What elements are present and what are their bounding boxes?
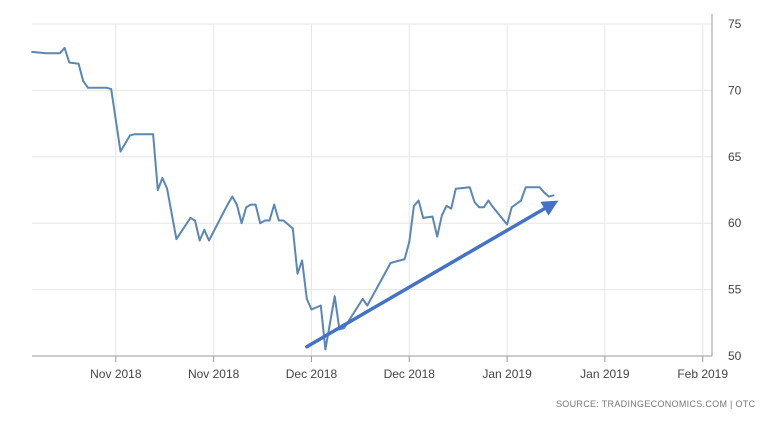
data-point <box>45 52 47 55</box>
data-point <box>63 47 66 49</box>
data-point <box>543 191 546 194</box>
data-point <box>324 348 327 351</box>
data-point <box>296 272 299 275</box>
data-point <box>277 219 280 222</box>
trend-arrow-line <box>305 206 547 349</box>
data-point <box>473 201 476 203</box>
data-point <box>408 240 411 243</box>
y-tick-label: 65 <box>728 150 742 164</box>
data-point <box>319 304 322 307</box>
data-point <box>440 214 443 217</box>
data-point <box>259 222 262 225</box>
data-point <box>194 219 196 222</box>
source-note: SOURCE: TRADINGECONOMICS.COM | OTC <box>556 399 756 409</box>
data-point <box>482 206 485 209</box>
y-tick-label: 55 <box>728 283 742 297</box>
data-point <box>110 88 113 90</box>
data-point <box>548 195 550 198</box>
annotation-layer <box>305 200 559 349</box>
data-point <box>240 222 243 225</box>
x-tick-label: Dec 2018 <box>286 367 338 381</box>
x-tick-label: Nov 2018 <box>188 367 240 381</box>
data-point <box>59 52 61 55</box>
data-point <box>454 187 457 190</box>
data-point <box>282 219 285 222</box>
data-point <box>133 133 136 136</box>
data-point <box>403 258 406 260</box>
x-tick-label: Dec 2018 <box>384 367 436 381</box>
data-point <box>417 199 420 202</box>
axes <box>32 14 713 362</box>
y-tick-label: 75 <box>728 17 742 31</box>
x-tick-label: Jan 2019 <box>482 367 532 381</box>
data-point <box>343 327 345 330</box>
data-point <box>268 219 271 222</box>
trend-arrow-head <box>540 200 559 216</box>
data-point <box>250 203 252 206</box>
x-tick-label: Feb 2019 <box>677 367 728 381</box>
y-tick-label: 60 <box>728 216 742 230</box>
data-point <box>305 297 308 300</box>
data-point <box>538 186 541 189</box>
y-tick-label: 50 <box>728 349 742 363</box>
data-point <box>450 207 453 210</box>
data-point <box>189 216 192 219</box>
data-point <box>506 223 508 226</box>
data-point <box>301 259 304 262</box>
data-point <box>203 228 206 231</box>
data-point <box>119 150 122 153</box>
y-tick-label: 70 <box>728 83 742 97</box>
data-point <box>86 86 89 89</box>
data-point <box>413 205 415 207</box>
series-line <box>31 46 554 351</box>
data-point <box>487 199 490 202</box>
data-point <box>152 133 154 136</box>
data-point <box>366 304 369 307</box>
data-point <box>128 134 131 137</box>
data-point <box>310 308 313 311</box>
data-point <box>68 61 71 64</box>
data-point <box>175 238 178 241</box>
data-point <box>492 206 494 209</box>
data-point <box>156 189 159 191</box>
data-point <box>198 239 201 242</box>
data-point <box>468 186 471 189</box>
data-point <box>161 177 164 179</box>
data-point <box>231 195 234 198</box>
data-point <box>208 239 210 242</box>
data-point <box>552 194 555 197</box>
data-point <box>166 187 168 190</box>
data-point <box>520 199 522 202</box>
data-point <box>445 205 448 207</box>
data-point <box>436 235 439 238</box>
data-point <box>361 297 364 300</box>
data-point <box>77 62 80 65</box>
data-point <box>422 216 425 219</box>
data-point <box>389 262 392 264</box>
data-point <box>524 186 527 189</box>
data-point <box>82 80 85 83</box>
grid <box>32 23 712 356</box>
x-tick-label: Jan 2019 <box>580 367 630 381</box>
data-point <box>105 86 108 89</box>
data-point <box>31 50 33 53</box>
data-point <box>291 227 294 230</box>
data-point <box>510 206 513 209</box>
x-tick-label: Nov 2018 <box>90 367 142 381</box>
data-point <box>273 203 276 206</box>
data-point <box>333 295 336 298</box>
data-point <box>254 203 257 206</box>
data-point <box>236 203 238 206</box>
data-point <box>431 215 434 218</box>
data-point <box>478 206 481 209</box>
data-point <box>226 203 229 206</box>
data-point <box>245 206 248 209</box>
data-point <box>263 219 266 222</box>
tick-labels: 50 55 60 65 70 75 Nov 2018 Nov 2018 Dec 2018 Dec … <box>90 17 742 381</box>
series-layer <box>31 46 555 351</box>
